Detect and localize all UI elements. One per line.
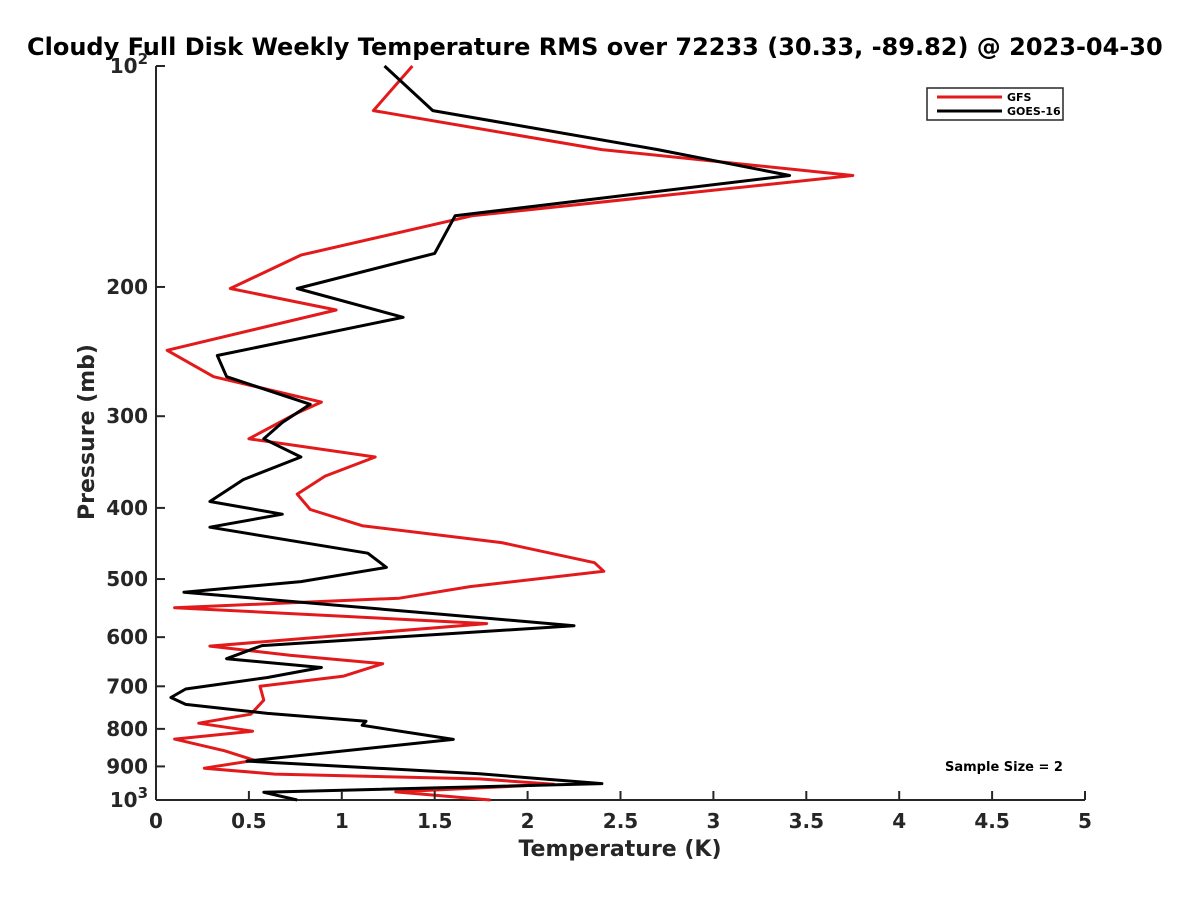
x-tick-label: 4.5 xyxy=(974,809,1009,833)
plot-area xyxy=(155,66,1085,801)
x-tick-label: 4 xyxy=(892,809,906,833)
x-tick-label: 1.5 xyxy=(417,809,452,833)
y-axis: 102 200 300 400 500 600 700 800 900 103 xyxy=(106,50,165,812)
y-tick-label: 400 xyxy=(106,496,148,520)
y-tick-label: 200 xyxy=(106,275,148,299)
y-tick-label: 600 xyxy=(106,625,148,649)
x-tick-label: 1 xyxy=(335,809,349,833)
y-tick-label: 800 xyxy=(106,717,148,741)
series-line-goes-16 xyxy=(169,64,792,802)
y-tick-label: 102 xyxy=(110,50,148,78)
y-tick-label: 103 xyxy=(110,784,148,812)
legend-label: GFS xyxy=(1007,91,1032,104)
x-axis-label: Temperature (K) xyxy=(518,837,721,862)
series-line-gfs xyxy=(165,65,855,802)
x-tick-label: 2 xyxy=(521,809,535,833)
x-tick-label: 0.5 xyxy=(231,809,266,833)
y-tick-label: 900 xyxy=(106,754,148,778)
x-tick-label: 5 xyxy=(1078,809,1092,833)
x-tick-label: 2.5 xyxy=(603,809,638,833)
y-tick-label: 300 xyxy=(106,404,148,428)
x-tick-label: 3.5 xyxy=(789,809,824,833)
x-tick-label: 0 xyxy=(149,809,163,833)
series-layer xyxy=(165,64,855,802)
x-axis: 0 0.5 1 1.5 2 2.5 3 3.5 4 4.5 5 xyxy=(149,791,1092,833)
legend-box xyxy=(926,87,1064,121)
y-tick-label: 700 xyxy=(106,674,148,698)
legend-label: GOES-16 xyxy=(1007,105,1061,118)
sample-size-annotation: Sample Size = 2 xyxy=(945,760,1063,775)
y-axis-label: Pressure (mb) xyxy=(75,344,100,520)
x-tick-label: 3 xyxy=(706,809,720,833)
chart-title: Cloudy Full Disk Weekly Temperature RMS … xyxy=(27,33,1163,61)
y-tick-label: 500 xyxy=(106,567,148,591)
